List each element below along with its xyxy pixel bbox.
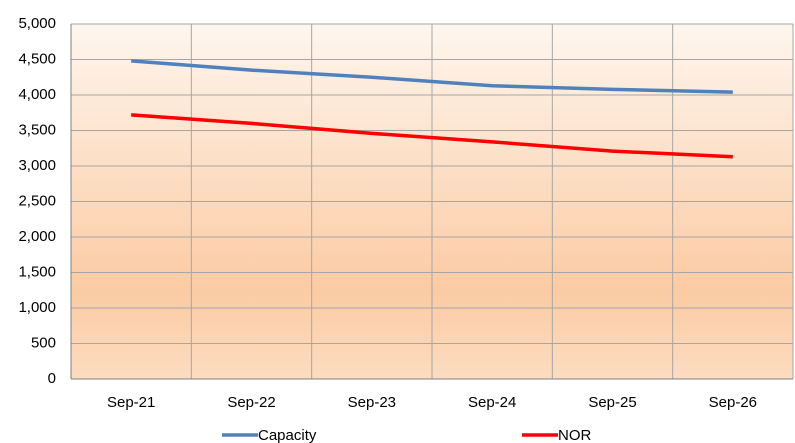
- legend-label: Capacity: [258, 427, 317, 443]
- y-tick-label: 4,500: [18, 50, 56, 67]
- y-tick-label: 1,000: [18, 299, 56, 316]
- y-tick-label: 0: [48, 370, 56, 387]
- x-tick-label: Sep-22: [227, 394, 275, 411]
- series-line: [131, 113, 733, 159]
- x-tick-label: Sep-21: [107, 394, 155, 411]
- y-tick-label: 4,000: [18, 86, 56, 103]
- y-tick-label: 3,500: [18, 121, 56, 138]
- x-tick-label: Sep-25: [588, 394, 636, 411]
- y-tick-label: 500: [31, 334, 56, 351]
- x-tick-label: Sep-23: [348, 394, 396, 411]
- y-tick-label: 2,500: [18, 192, 56, 209]
- y-tick-label: 5,000: [18, 15, 56, 32]
- x-tick-label: Sep-24: [468, 394, 516, 411]
- y-tick-label: 3,000: [18, 157, 56, 174]
- x-tick-label: Sep-26: [709, 394, 757, 411]
- y-tick-label: 1,500: [18, 263, 56, 280]
- y-tick-label: 2,000: [18, 228, 56, 245]
- legend-label: NOR: [558, 427, 592, 443]
- series-line: [131, 59, 733, 94]
